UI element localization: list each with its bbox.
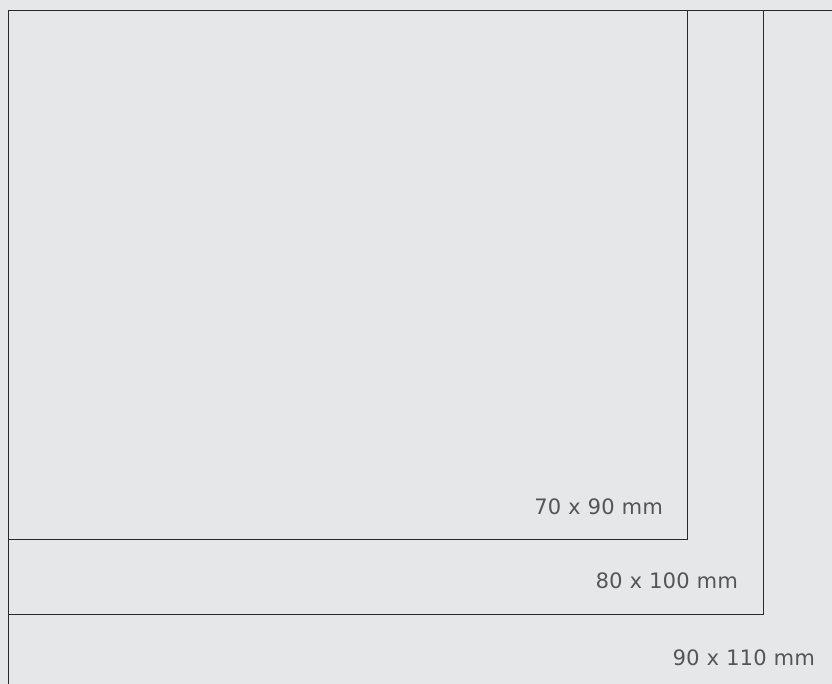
size-label-80x100: 80 x 100 mm	[595, 569, 738, 593]
outline-70x90	[8, 10, 688, 540]
size-label-70x90: 70 x 90 mm	[534, 495, 663, 519]
size-label-90x110: 90 x 110 mm	[672, 646, 815, 670]
